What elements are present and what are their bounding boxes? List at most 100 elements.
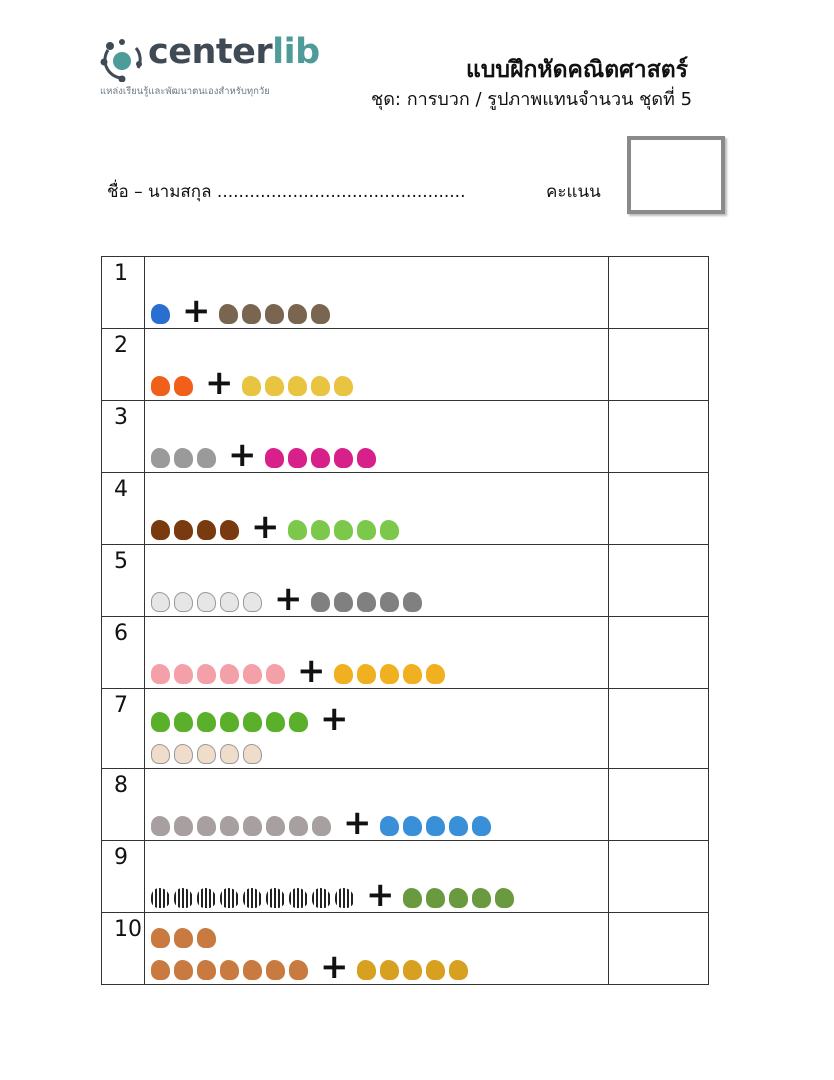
fish-group [151, 304, 170, 324]
problem-row: 8 + [101, 768, 709, 841]
problem-pictures: + [144, 616, 609, 691]
tiger-icon [333, 664, 353, 684]
goldfish-icon [151, 376, 170, 396]
turtle-icon [197, 712, 216, 732]
cow-icon [151, 960, 170, 980]
zebra-icon [335, 888, 354, 908]
logo-mark-icon [100, 39, 142, 82]
pig-icon [197, 664, 216, 684]
answer-cell[interactable] [608, 688, 709, 769]
crocodile-group [287, 520, 399, 540]
crocodile-icon [310, 520, 330, 540]
problem-pictures: + [144, 840, 609, 913]
pig-group [151, 664, 285, 684]
crocodile-icon [379, 520, 399, 540]
goose-icon [197, 592, 216, 612]
problem-number: 8 [101, 768, 145, 841]
crocodile-icon [287, 520, 307, 540]
donkey-cart-icon [197, 448, 216, 468]
mammoth-icon [151, 520, 170, 540]
pig-face-group [264, 448, 376, 468]
shark-icon [402, 816, 422, 836]
problem-pictures: + [144, 328, 609, 401]
cow-icon [174, 928, 193, 948]
answer-cell[interactable] [608, 912, 709, 985]
picture-line: + [151, 878, 608, 912]
rat-icon [310, 592, 330, 612]
answer-cell[interactable] [608, 616, 709, 689]
goose-icon [243, 592, 262, 612]
crocodile-icon [333, 520, 353, 540]
donkey-cart-icon [174, 448, 193, 468]
turtle-icon [266, 712, 285, 732]
pig-face-icon [333, 448, 353, 468]
turtle-icon [220, 712, 239, 732]
plus-sign: + [320, 947, 349, 987]
donkey-icon [243, 816, 262, 836]
walrus-group [218, 304, 330, 324]
turtle-icon [151, 712, 170, 732]
answer-cell[interactable] [608, 544, 709, 617]
zebra-icon [151, 888, 170, 908]
lion-icon [425, 960, 445, 980]
donkey-cart-icon [151, 448, 170, 468]
cow-icon [220, 960, 239, 980]
problem-pictures: + [144, 688, 609, 769]
mammoth-icon [220, 520, 239, 540]
pig-icon [266, 664, 285, 684]
cow-icon [151, 928, 170, 948]
lucky-cat-icon [197, 744, 216, 764]
problem-number: 6 [101, 616, 145, 689]
picture-line: + [151, 947, 608, 987]
answer-cell[interactable] [608, 256, 709, 329]
worksheet-subtitle: ชุด: การบวก / รูปภาพแทนจำนวน ชุดที่ 5 [371, 89, 693, 110]
plus-sign: + [251, 507, 280, 547]
rat-icon [379, 592, 399, 612]
problem-pictures: + [144, 400, 609, 473]
duck-icon [310, 376, 330, 396]
plus-sign: + [274, 579, 303, 619]
lucky-cat-icon [174, 744, 193, 764]
walrus-icon [264, 304, 284, 324]
problem-row: 3 + [101, 400, 709, 473]
turtle-icon [174, 712, 193, 732]
cow-group [151, 928, 216, 948]
plus-sign: + [320, 699, 349, 739]
answer-cell[interactable] [608, 768, 709, 841]
donkey-icon [312, 816, 331, 836]
picture-line: + [151, 438, 608, 472]
problem-row: 9 + [101, 840, 709, 913]
donkey-icon [151, 816, 170, 836]
turtle-icon [289, 712, 308, 732]
zebra-icon [174, 888, 193, 908]
problem-number: 3 [101, 400, 145, 473]
score-box[interactable] [627, 136, 725, 214]
goose-group [151, 592, 262, 612]
zebra-icon [220, 888, 239, 908]
answer-cell[interactable] [608, 472, 709, 545]
rat-group [310, 592, 422, 612]
problem-number: 7 [101, 688, 145, 769]
walrus-icon [287, 304, 307, 324]
zebra-icon [243, 888, 262, 908]
plus-sign: + [297, 651, 326, 691]
name-field[interactable]: ชื่อ – นามสกุล .........................… [107, 182, 466, 202]
sea-turtle-icon [402, 888, 422, 908]
sea-turtle-icon [494, 888, 514, 908]
problem-number: 10 [101, 912, 145, 985]
cow-icon [197, 960, 216, 980]
answer-cell[interactable] [608, 328, 709, 401]
picture-line: + [151, 294, 608, 328]
cow-icon [197, 928, 216, 948]
problem-row: 2 + [101, 328, 709, 401]
answer-cell[interactable] [608, 400, 709, 473]
fish-icon [151, 304, 170, 324]
cow-group [151, 960, 308, 980]
answer-cell[interactable] [608, 840, 709, 913]
cow-icon [243, 960, 262, 980]
problem-row: 4 + [101, 472, 709, 547]
zebra-icon [289, 888, 308, 908]
tiger-icon [402, 664, 422, 684]
lion-icon [356, 960, 376, 980]
